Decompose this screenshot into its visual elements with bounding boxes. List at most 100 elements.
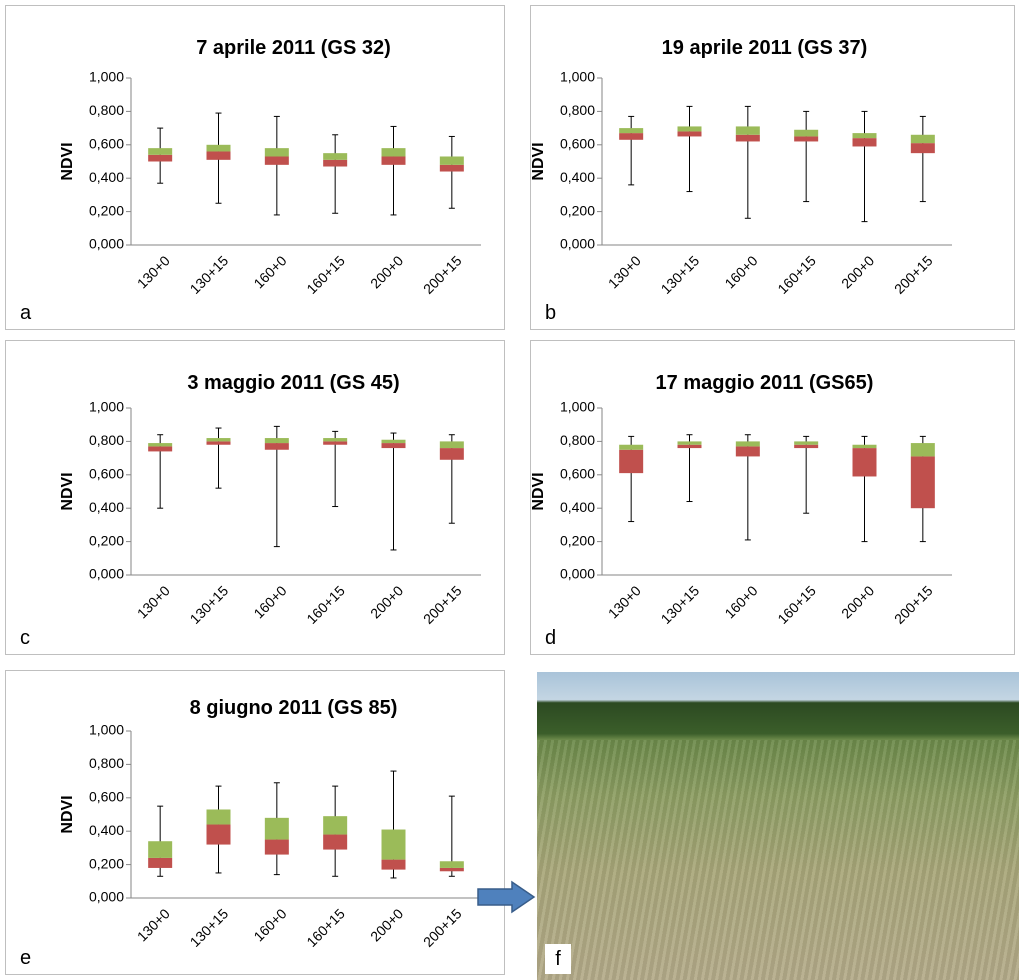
box-upper [439, 441, 464, 449]
x-tick-label: 200+15 [420, 905, 465, 950]
box-lower [910, 143, 935, 154]
box-lower [323, 159, 348, 167]
box-upper [264, 148, 289, 157]
box-lower [619, 133, 644, 140]
box-upper [794, 129, 819, 137]
x-tick-label: 160+15 [303, 252, 348, 297]
box-upper [323, 816, 348, 835]
y-tick-label: 1,000 [560, 69, 595, 85]
x-tick-label: 160+0 [250, 905, 289, 944]
field-photo: f [537, 672, 1019, 980]
box-lower [206, 441, 231, 445]
box-chart: 19 aprile 2011 (GS 37) NDVI b 0,000 0,200 0,4… [530, 5, 1015, 330]
x-tick-label: 160+15 [303, 905, 348, 950]
box-upper [619, 128, 644, 134]
box-upper [206, 438, 231, 442]
x-tick-label: 200+0 [838, 582, 877, 621]
y-tick-label: 0,800 [560, 102, 595, 118]
box-lower [677, 444, 702, 449]
box-lower [264, 443, 289, 450]
x-tick-label: 160+0 [250, 252, 289, 291]
box-upper [677, 441, 702, 445]
panel-letter: a [20, 302, 32, 324]
x-tick-label: 130+0 [134, 252, 173, 291]
x-tick-label: 130+0 [134, 905, 173, 944]
y-tick-label: 0,000 [560, 566, 595, 582]
box-upper [735, 126, 760, 135]
box-lower [206, 151, 231, 160]
chart-title: 8 giugno 2011 (GS 85) [190, 697, 398, 719]
x-tick-label: 200+15 [420, 582, 465, 627]
box-lower [148, 857, 173, 868]
box-lower [439, 867, 464, 872]
box-lower [206, 824, 231, 845]
box-upper [323, 438, 348, 442]
box-upper [381, 148, 406, 157]
box-upper [910, 443, 935, 457]
panel-letter: d [545, 627, 556, 649]
box-lower [852, 138, 877, 147]
y-tick-label: 0,200 [89, 202, 124, 218]
box-lower [852, 448, 877, 477]
y-tick-label: 0,600 [560, 466, 595, 482]
x-tick-label: 160+0 [250, 582, 289, 621]
x-tick-label: 160+0 [721, 252, 760, 291]
arrow [477, 880, 536, 914]
box-lower [619, 449, 644, 474]
x-tick-label: 130+15 [187, 252, 232, 297]
y-axis-label: NDVI [59, 472, 76, 510]
box-upper [381, 439, 406, 444]
box-lower [381, 443, 406, 449]
box-lower [794, 136, 819, 142]
chart-title: 17 maggio 2011 (GS65) [656, 372, 874, 394]
box-upper [323, 153, 348, 160]
y-tick-label: 0,400 [89, 822, 124, 838]
box-lower [323, 834, 348, 850]
box-lower [439, 164, 464, 172]
y-tick-label: 0,800 [89, 432, 124, 448]
box-upper [852, 133, 877, 139]
y-tick-label: 0,800 [560, 432, 595, 448]
box-upper [677, 126, 702, 132]
x-tick-label: 130+15 [187, 582, 232, 627]
box-upper [148, 841, 173, 858]
y-tick-label: 0,200 [89, 855, 124, 871]
y-tick-label: 0,400 [89, 169, 124, 185]
box-upper [439, 861, 464, 868]
field-texture [537, 739, 1019, 980]
box-lower [677, 131, 702, 137]
panel-letter: e [20, 947, 31, 969]
y-tick-label: 0,600 [89, 136, 124, 152]
box-lower [264, 839, 289, 855]
x-tick-label: 160+0 [721, 582, 760, 621]
box-lower [148, 446, 173, 452]
x-tick-label: 200+15 [891, 582, 936, 627]
box-lower [735, 446, 760, 457]
box-lower [264, 156, 289, 165]
x-tick-label: 130+15 [187, 905, 232, 950]
y-tick-label: 0,000 [89, 889, 124, 905]
y-axis-label: NDVI [59, 795, 76, 833]
y-tick-label: 0,800 [89, 102, 124, 118]
chart-title: 7 aprile 2011 (GS 32) [196, 37, 391, 59]
y-tick-label: 0,400 [560, 169, 595, 185]
box-upper [735, 441, 760, 447]
x-tick-label: 130+0 [605, 582, 644, 621]
box-upper [439, 156, 464, 165]
x-tick-label: 130+0 [605, 252, 644, 291]
box-upper [206, 809, 231, 825]
panel-letter: c [20, 627, 30, 649]
x-tick-label: 130+15 [658, 252, 703, 297]
box-lower [910, 456, 935, 509]
box-upper [619, 444, 644, 450]
x-tick-label: 200+15 [420, 252, 465, 297]
y-tick-label: 1,000 [89, 722, 124, 738]
y-tick-label: 0,000 [560, 236, 595, 252]
box-upper [264, 817, 289, 840]
box-chart: 3 maggio 2011 (GS 45) NDVI c 0,000 0,200 0,40… [5, 340, 505, 655]
box-upper [148, 443, 173, 447]
y-tick-label: 0,600 [560, 136, 595, 152]
y-tick-label: 0,800 [89, 755, 124, 771]
box-lower [381, 859, 406, 870]
